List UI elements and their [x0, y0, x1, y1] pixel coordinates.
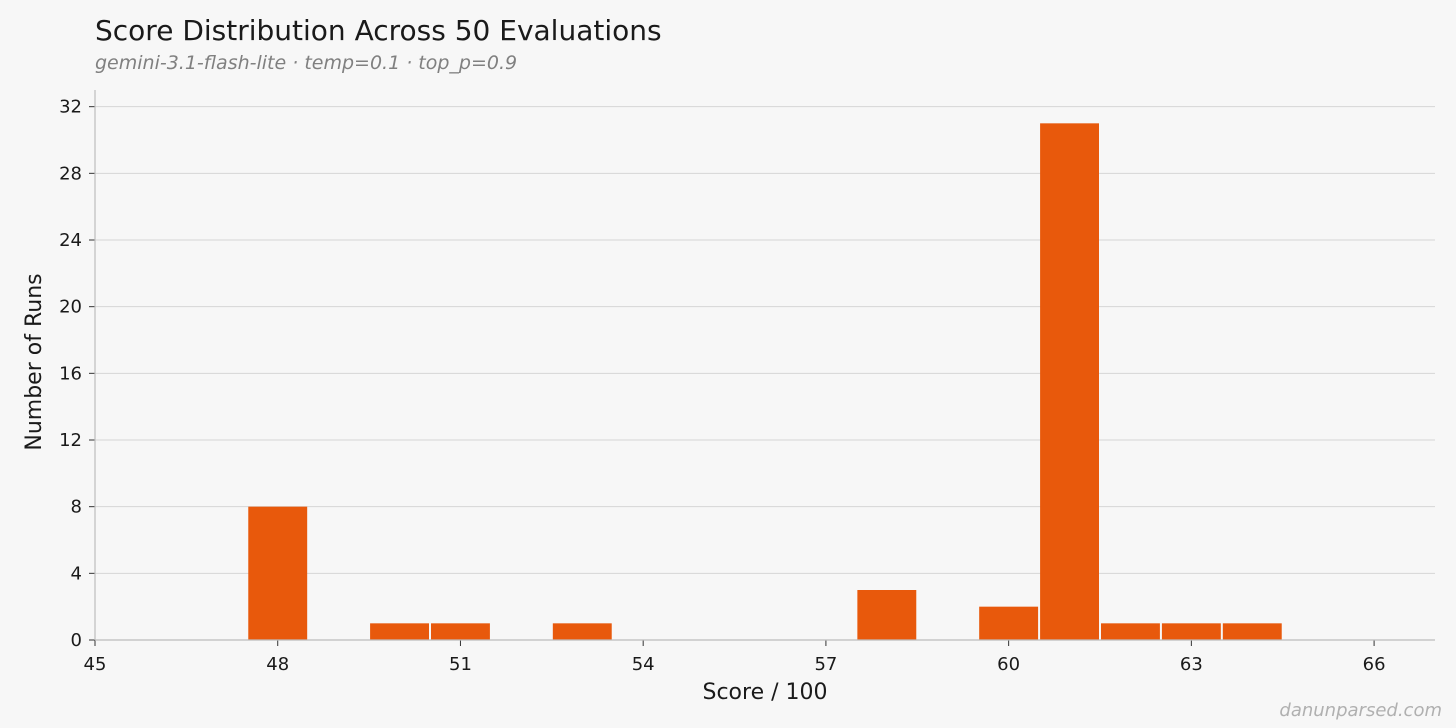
x-tick-label: 54	[632, 654, 655, 675]
y-axis-label: Number of Runs	[22, 273, 47, 450]
x-tick-label: 63	[1180, 654, 1203, 675]
y-tick-label: 8	[71, 497, 82, 518]
x-tick-label: 66	[1363, 654, 1386, 675]
x-tick-label: 60	[997, 654, 1020, 675]
chart-subtitle: gemini-3.1-flash-lite · temp=0.1 · top_p…	[95, 52, 518, 74]
y-tick-label: 24	[59, 230, 82, 251]
axes	[89, 90, 1435, 646]
x-tick-label: 57	[814, 654, 837, 675]
grid-lines	[95, 106, 1435, 574]
bar	[857, 590, 917, 640]
x-tick-label: 45	[84, 654, 107, 675]
bar	[1161, 623, 1221, 640]
y-tick-label: 0	[71, 630, 82, 651]
y-tick-label: 16	[59, 363, 82, 384]
bar	[370, 623, 429, 640]
x-axis-label: Score / 100	[702, 680, 827, 705]
bar	[1040, 123, 1099, 641]
bar	[248, 506, 308, 640]
chart-title: Score Distribution Across 50 Evaluations	[95, 14, 662, 47]
y-tick-label: 12	[59, 430, 82, 451]
bar-series	[248, 123, 1282, 641]
y-tick-label: 20	[59, 297, 82, 318]
bar	[431, 623, 490, 640]
watermark: danunparsed.com	[1279, 700, 1442, 721]
bar	[1222, 623, 1282, 640]
y-tick-label: 32	[59, 97, 82, 118]
bar	[1101, 623, 1160, 640]
y-tick-label: 4	[71, 563, 82, 584]
bar	[552, 623, 612, 640]
y-tick-label: 28	[59, 163, 82, 184]
x-tick-label: 48	[266, 654, 289, 675]
x-tick-label: 51	[449, 654, 472, 675]
bar	[979, 606, 1039, 640]
